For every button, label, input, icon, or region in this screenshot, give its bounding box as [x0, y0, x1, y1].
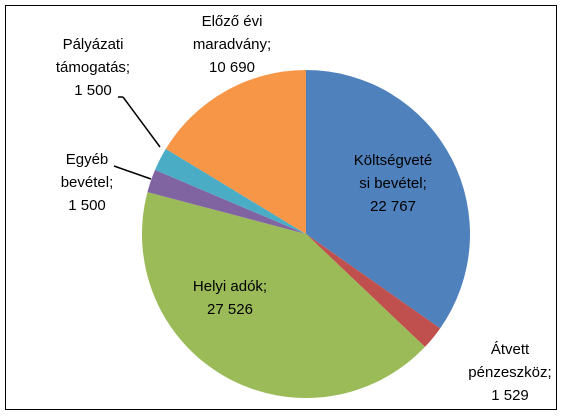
- slice-label: Helyi adók;: [193, 278, 267, 295]
- slice-label: Előző évi: [202, 13, 263, 30]
- value-label: 22 767: [370, 198, 416, 215]
- slice-label: bevétel;: [61, 174, 114, 191]
- pie-slice: [155, 148, 306, 234]
- value-label: 1 529: [491, 387, 529, 404]
- slice-label: Pályázati: [63, 36, 124, 53]
- value-label: 10 690: [209, 59, 255, 76]
- slice-label: Átvett: [491, 341, 530, 358]
- slice-label: maradvány;: [193, 36, 271, 53]
- slice-label: Egyéb: [66, 151, 109, 168]
- slice-label: si bevétel;: [359, 175, 427, 192]
- leader-line: [122, 96, 161, 148]
- slice-label: támogatás;: [56, 59, 130, 76]
- pie-slice: [147, 169, 306, 234]
- pie-slice: [306, 234, 441, 347]
- leader-line: [113, 165, 152, 180]
- slice-label: pénzeszköz;: [468, 364, 551, 381]
- value-label: 27 526: [207, 301, 253, 318]
- value-label: 1 500: [74, 82, 112, 99]
- value-label: 1 500: [68, 197, 106, 214]
- slice-label: Költségveté: [354, 152, 432, 169]
- pie-slice: [142, 192, 425, 398]
- pie-slice: [165, 69, 306, 234]
- pie-slice: [306, 70, 470, 329]
